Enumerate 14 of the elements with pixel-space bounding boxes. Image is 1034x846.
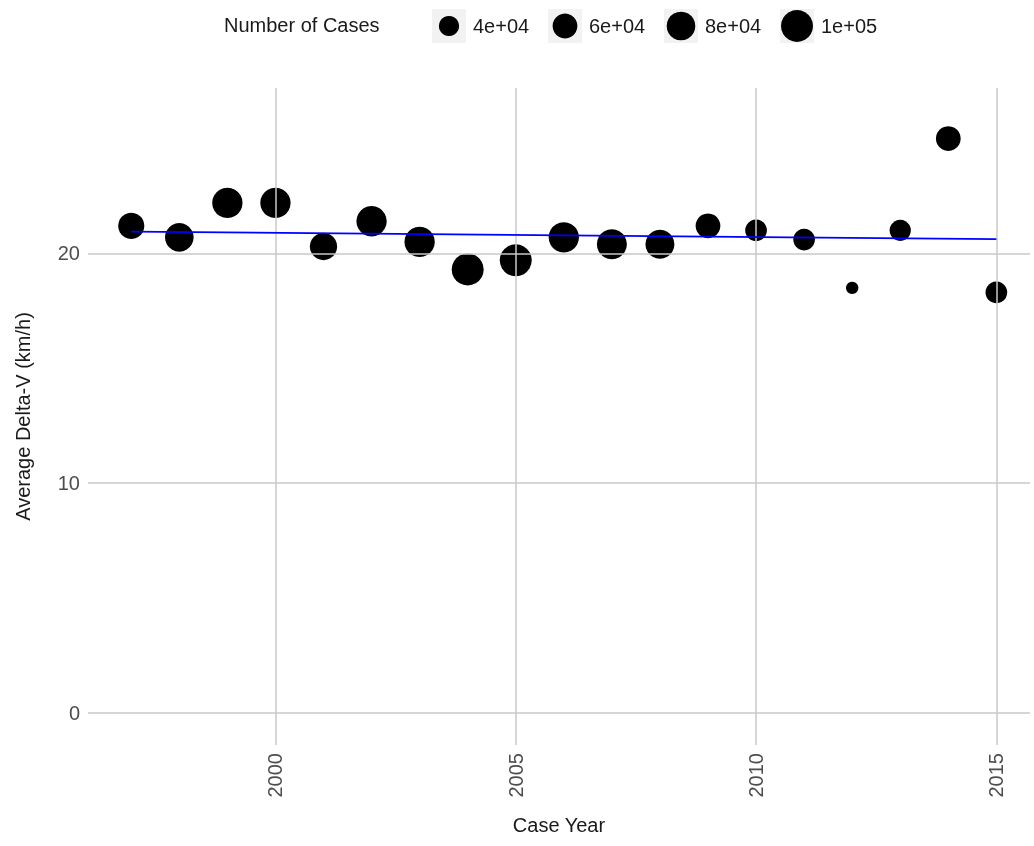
x-tick-label: 2010 [745, 753, 768, 798]
legend-label: 1e+05 [821, 15, 878, 37]
x-tick-label: 2005 [504, 753, 527, 798]
y-tick-label: 10 [57, 472, 80, 495]
y-axis-title: Average Delta-V (km/h) [12, 312, 34, 521]
y-tick-label: 20 [57, 242, 80, 265]
legend-label: 8e+04 [705, 15, 762, 37]
legend-label: 6e+04 [589, 15, 646, 37]
x-axis-title: Case Year [512, 814, 606, 836]
legend-label: 4e+04 [473, 15, 530, 37]
x-tick-label: 2015 [985, 753, 1008, 798]
legend-title: Number of Cases [224, 14, 380, 36]
x-tick-label: 2000 [264, 753, 287, 798]
y-tick-label: 0 [68, 701, 80, 724]
